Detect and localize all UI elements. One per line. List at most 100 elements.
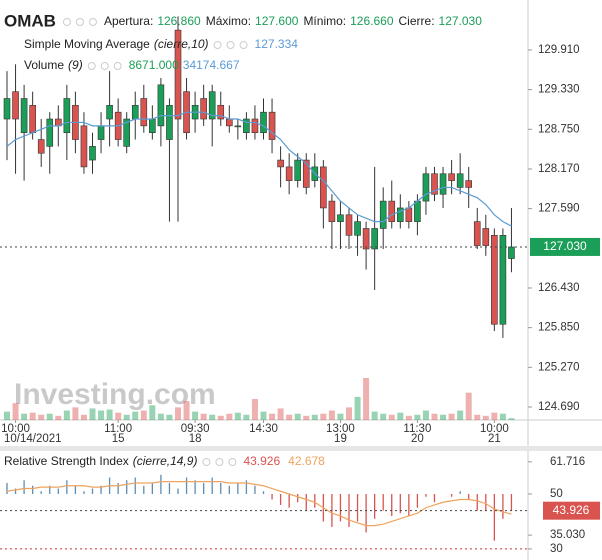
volume-bar: [474, 414, 481, 420]
candle-body: [251, 118, 259, 134]
y-tick-label: 50: [550, 488, 563, 500]
candle-body: [285, 166, 293, 181]
volume-bar: [397, 412, 404, 420]
candle-body: [405, 207, 413, 222]
legend-icon: [113, 62, 122, 70]
y-tick-label: 128.750: [538, 123, 580, 135]
volume-bar: [46, 413, 53, 420]
volume-bar: [414, 414, 421, 420]
watermark: Investing.com: [14, 378, 216, 411]
legend-icon: [239, 41, 248, 49]
volume-bar: [482, 415, 489, 420]
volume-bar: [98, 410, 105, 420]
candle-body: [166, 105, 173, 140]
volume-bar: [405, 415, 412, 420]
volume-bar: [337, 413, 344, 420]
x-date-label: 20: [411, 433, 424, 445]
legend-label: Máximo:: [206, 14, 251, 28]
legend-icon: [226, 41, 235, 49]
legend-label: Relative Strength Index: [4, 454, 129, 468]
candle-body: [268, 111, 276, 140]
y-tick-label: 128.170: [538, 163, 580, 175]
candle-body: [379, 200, 387, 229]
candle-body: [260, 111, 267, 134]
legend-icon: [202, 458, 211, 466]
candle-body: [226, 118, 233, 127]
volume-bar: [465, 392, 472, 420]
x-date-label: 15: [112, 433, 125, 445]
y-tick-label: 30: [550, 543, 563, 555]
last-price-label: 127.030: [543, 239, 587, 253]
candle-body: [157, 84, 165, 127]
y-tick-label: 124.690: [538, 401, 580, 413]
volume-bar: [363, 378, 370, 420]
volume-bar: [166, 414, 173, 420]
legend-params: (cierre,14,9): [133, 454, 198, 468]
volume-bar: [140, 410, 147, 420]
candle-body: [320, 166, 327, 209]
volume-bar: [217, 415, 224, 420]
candle-body: [388, 200, 396, 222]
candle-body: [29, 105, 36, 134]
volume-bar: [226, 413, 233, 420]
candle-body: [20, 98, 28, 134]
x-tick-label: 13:00: [326, 423, 355, 435]
volume-bar: [431, 413, 438, 420]
volume-bar: [157, 413, 164, 420]
volume-bar: [499, 413, 506, 420]
volume-bar: [183, 401, 190, 420]
volume-bar: [491, 412, 498, 420]
legend-label: Mínimo:: [303, 14, 346, 28]
volume-bar: [209, 414, 216, 420]
legend-icon: [62, 18, 71, 26]
candle-body: [97, 125, 105, 140]
legend-icon: [228, 458, 237, 466]
candle-body: [106, 105, 113, 120]
candle-body: [3, 98, 11, 120]
volume-bar: [12, 403, 19, 420]
volume-bar: [320, 413, 327, 420]
volume-bar: [251, 399, 258, 420]
volume-bar: [303, 415, 310, 420]
volume-bar: [192, 411, 199, 420]
legend-value: 126.860: [157, 14, 201, 28]
y-tick-label: 129.910: [538, 44, 580, 56]
volume-bar: [346, 407, 352, 420]
legend-params: (9): [68, 58, 83, 72]
candle-body: [302, 159, 310, 188]
legend-value: 8671.000: [129, 58, 179, 72]
legend-value: 126.660: [350, 14, 394, 28]
volume-bar: [106, 409, 113, 420]
candle-body: [439, 173, 447, 195]
y-tick-label: 125.850: [538, 322, 580, 334]
candle-body: [63, 98, 71, 134]
candle-body: [508, 246, 515, 259]
candle-body: [123, 118, 130, 147]
candle-body: [277, 159, 284, 168]
candle-body: [80, 125, 88, 168]
y-tick-label: 35.030: [550, 529, 585, 541]
volume-bar: [440, 414, 447, 420]
legend-value: 42.678: [288, 454, 325, 468]
legend-value: 127.600: [255, 14, 299, 28]
candle-body: [345, 214, 353, 236]
x-tick-label: 14:30: [249, 423, 278, 435]
candle-body: [149, 118, 156, 134]
candle-body: [294, 159, 302, 181]
legend-label: Simple Moving Average: [24, 37, 150, 51]
candle-body: [354, 221, 361, 236]
candle-body: [89, 146, 96, 161]
volume-bar: [286, 414, 293, 420]
candle-body: [371, 228, 378, 250]
y-tick-label: 125.270: [538, 361, 580, 373]
volume-bar: [55, 415, 62, 420]
volume-bar: [422, 410, 429, 420]
volume-bar: [123, 414, 130, 420]
candle-body: [174, 29, 182, 120]
legend-icon: [87, 62, 96, 70]
last-value-label: 43.926: [553, 503, 590, 517]
x-tick-label: 10:00: [480, 423, 509, 435]
legend-icon: [75, 18, 84, 26]
x-tick-label: 10:00: [1, 423, 30, 435]
candle-body: [200, 98, 207, 120]
